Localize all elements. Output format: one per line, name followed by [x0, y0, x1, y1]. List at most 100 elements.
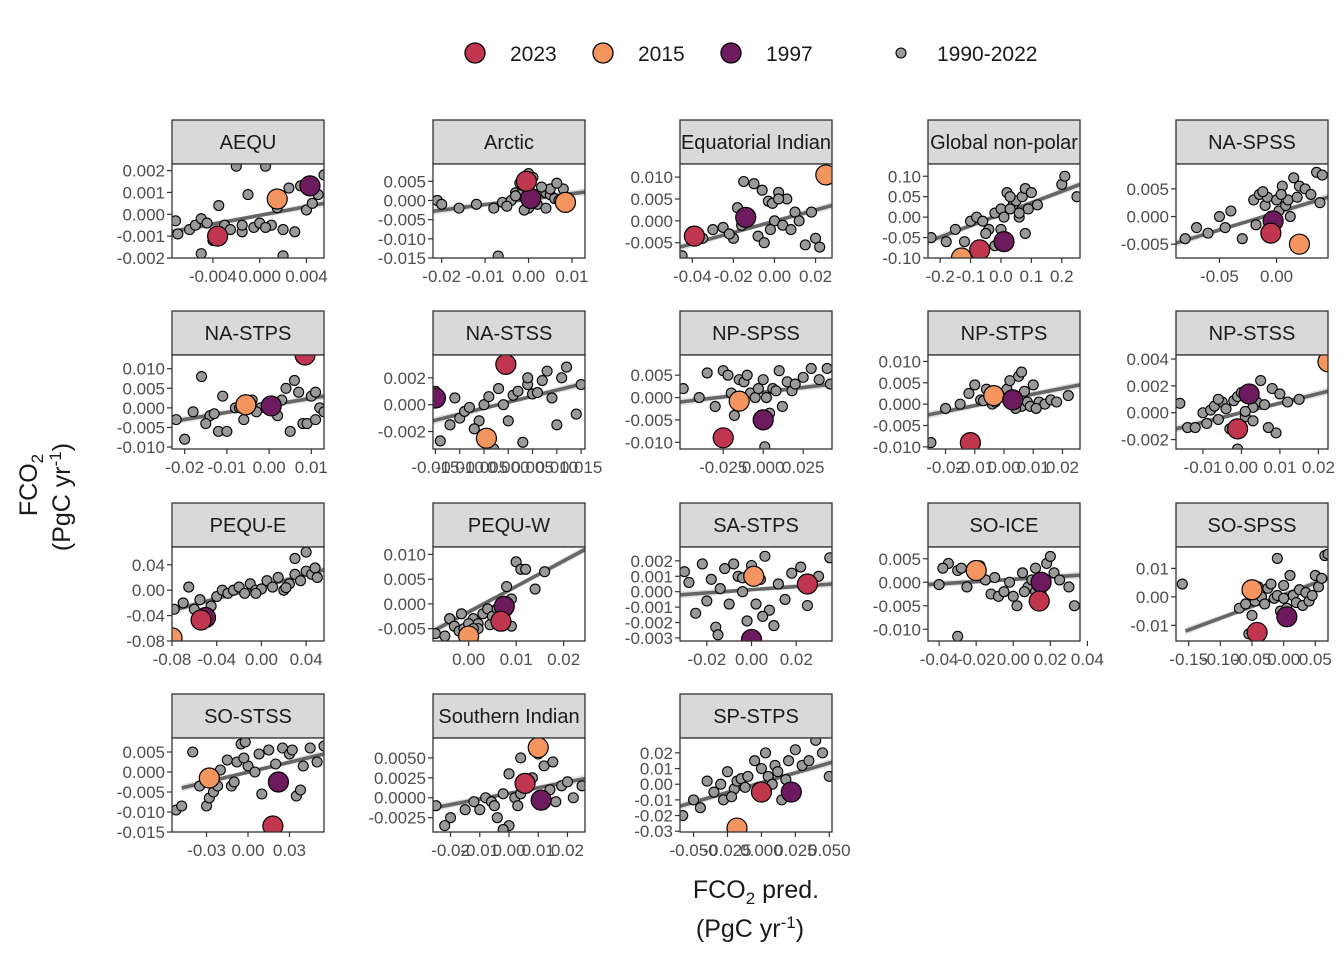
y-tick-label: 0.010 [122, 360, 165, 379]
legend-label-2023: 2023 [510, 43, 557, 66]
point-2015 [950, 247, 973, 258]
point-1990-2022 [483, 391, 495, 403]
point-1990-2022 [803, 755, 815, 767]
point-1990-2022 [491, 812, 503, 824]
panel-border [171, 354, 325, 450]
point-1990-2022 [773, 365, 785, 377]
point-1990-2022 [1246, 609, 1258, 621]
point-2015 [554, 191, 577, 213]
x-tick-label: 0.00 [758, 267, 791, 286]
point-1990-2022 [455, 608, 468, 620]
x-tick-label: 0.00 [512, 267, 545, 286]
point-1990-2022 [958, 236, 971, 248]
panel-border [432, 163, 586, 259]
point-1997 [299, 175, 321, 197]
legend-key-2015 [592, 42, 614, 64]
strip-label: NP-STSS [1209, 323, 1296, 345]
point-1990-2022 [239, 587, 251, 599]
x-tick-label: 0.02 [1034, 650, 1067, 669]
point-1990-2022 [755, 762, 767, 775]
point-1990-2022 [300, 547, 312, 558]
point-1990-2022 [1265, 578, 1277, 590]
y-tick-label: 0.005 [630, 190, 673, 209]
strip-arctic [432, 119, 586, 165]
point-1990-2022 [509, 190, 522, 202]
panel-border [1175, 163, 1329, 259]
x-tick-label: 0.2 [1050, 267, 1074, 286]
strip-label: SO-STSS [204, 706, 292, 728]
x-tick-label: -0.1 [956, 267, 985, 286]
point-1990-2022 [1275, 188, 1287, 200]
point-1990-2022 [709, 400, 721, 413]
x-tick-label: -0.050 [669, 841, 717, 860]
point-1990-2022 [1059, 170, 1071, 182]
y-tick-label: 0.0050 [374, 749, 426, 768]
point-1990-2022 [954, 398, 966, 410]
panel-equatorial-indian: Equatorial Indian -0.005 0.000 0.005 0.010 -0… [625, 119, 833, 286]
y-tick-label: -0.005 [873, 417, 921, 436]
point-1990-2022 [536, 374, 548, 387]
legend-label-2015: 2015 [638, 43, 685, 66]
point-1990-2022 [1176, 397, 1186, 409]
point-1990-2022 [284, 425, 296, 437]
point-1990-2022 [1306, 589, 1318, 601]
point-1990-2022 [551, 177, 563, 189]
point-1990-2022 [701, 775, 713, 787]
point-1990-2022 [1027, 379, 1039, 391]
point-1997 [1002, 389, 1024, 411]
legend-key-1990-2022 [895, 47, 907, 59]
point-1990-2022 [680, 383, 689, 395]
point-1990-2022 [773, 193, 785, 205]
point-1990-2022 [283, 182, 295, 194]
point-1990-2022 [493, 383, 505, 395]
point-1990-2022 [1062, 390, 1074, 402]
point-1990-2022 [785, 224, 797, 236]
point-1990-2022 [522, 372, 534, 384]
point-1990-2022 [272, 571, 284, 584]
point-1990-2022 [757, 610, 769, 622]
point-1990-2022 [1266, 383, 1278, 395]
point-1990-2022 [277, 224, 289, 236]
strip-label: Arctic [484, 132, 534, 154]
point-1990-2022 [701, 367, 713, 379]
panel-border [679, 737, 833, 833]
y-tick-label: 0.000 [1126, 208, 1169, 227]
x-tick-label: -0.04 [920, 650, 959, 669]
y-tick-label: -0.01 [634, 791, 673, 810]
y-tick-label: -0.010 [873, 438, 921, 457]
point-1990-2022 [439, 630, 451, 641]
point-1990-2022 [963, 387, 975, 400]
y-tick-label: 0.000 [122, 399, 165, 418]
point-1990-2022 [1262, 421, 1274, 434]
point-1990-2022 [764, 224, 776, 236]
point-1990-2022 [259, 221, 272, 233]
y-tick-label: 0.000 [122, 763, 165, 782]
x-tick-label: -0.02 [957, 650, 996, 669]
panel-sa-stps: SA-STPS -0.003-0.002-0.0010.0000.0010.002… [625, 502, 833, 669]
point-1990-2022 [805, 206, 818, 218]
point-2015 [527, 738, 549, 759]
y-tick-label: 0.000 [878, 573, 921, 592]
strip-label: NA-STSS [466, 323, 553, 345]
legend: 2023 2015 1997 1990-2022 [464, 42, 1037, 66]
strip-label: SA-STPS [713, 515, 799, 537]
point-1990-2022 [449, 392, 461, 404]
point-2015 [266, 188, 288, 210]
x-tick-label: -0.05 [1200, 267, 1239, 286]
x-tick-label: -0.005 [460, 458, 508, 477]
panel-border [679, 354, 833, 450]
strip-pequ-e [171, 502, 325, 548]
y-tick-label: 0.0000 [374, 789, 426, 808]
x-tick-label: -0.01 [955, 458, 994, 477]
point-1990-2022 [1018, 586, 1030, 598]
point-1990-2022 [1257, 186, 1269, 198]
panel-na-stss: NA-STSS -0.002 0.000 0.002 -0.015-0.010-0.00… [378, 310, 602, 477]
point-1990-2022 [567, 792, 579, 804]
y-tick-label: 0.000 [878, 395, 921, 414]
y-tick-label: -0.002 [1121, 431, 1169, 450]
legend-label-1990-2022: 1990-2022 [937, 43, 1037, 66]
x-tick-label: 0.010 [536, 458, 579, 477]
point-1990-2022 [213, 199, 225, 212]
x-tick-label: -0.01 [460, 841, 499, 860]
y-tick-label: 0.00 [640, 775, 673, 794]
